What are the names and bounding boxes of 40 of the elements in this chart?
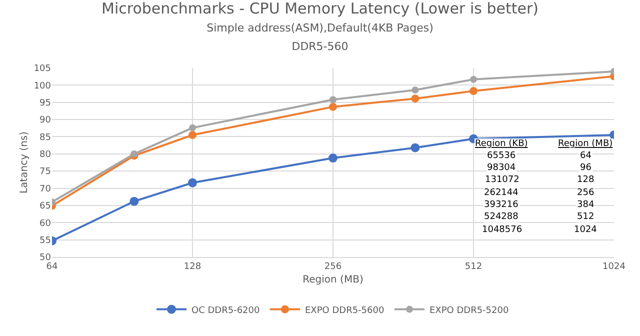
annotation: 98304 [487,163,516,173]
annotation: 64 [580,151,592,161]
y-tick-label: 105 [34,64,51,74]
y-tick-label: 55 [40,236,51,246]
y-tick-label: 100 [34,81,52,92]
y-axis-title: Latancy (ns) [18,131,30,194]
x-tick-label: 256 [324,262,342,272]
y-tick-label: 75 [40,167,51,178]
annotation: 1048576 [482,225,522,235]
annotation: 384 [577,200,594,210]
annotation: 131072 [485,175,520,185]
annotation: 256 [577,188,594,198]
annotation: Region (MB) [558,139,613,149]
annotation: 512 [577,212,594,222]
annotation: 65536 [487,151,516,161]
annotation: 262144 [484,188,519,198]
y-tick-label: 60 [40,218,52,229]
x-axis-title: Region (MB) [302,274,364,286]
x-tick-label: 512 [464,262,482,272]
y-tick-label: 95 [40,98,51,109]
legend-label: EXPO DDR5-5200 [429,306,509,316]
annotation: 96 [580,163,592,173]
legend-label: OC DDR5-6200 [192,306,260,316]
y-tick-label: 80 [40,150,52,160]
annotation: Region (KB) [475,139,528,149]
chart-title: Microbenchmarks - CPU Memory Latency (Lower is better) [102,0,538,18]
chart-subtitle: Simple address(ASM),Default(4KB Pages) DDR5-560 [206,22,434,53]
legend-label: EXPO DDR5-5600 [304,306,384,316]
annotation: 128 [577,175,594,185]
x-tick-label: 1024 [602,262,626,272]
y-tick-label: 70 [40,184,52,194]
y-tick-label: 50 [40,253,52,264]
annotation: 393216 [484,200,519,210]
y-tick-label: 85 [40,132,51,143]
x-tick-label: 64 [46,262,58,272]
annotation: 1024 [574,225,598,235]
y-tick-label: 65 [40,202,51,212]
x-tick-label: 128 [184,262,202,272]
annotation: 524288 [484,212,519,222]
y-tick-label: 90 [40,116,52,126]
